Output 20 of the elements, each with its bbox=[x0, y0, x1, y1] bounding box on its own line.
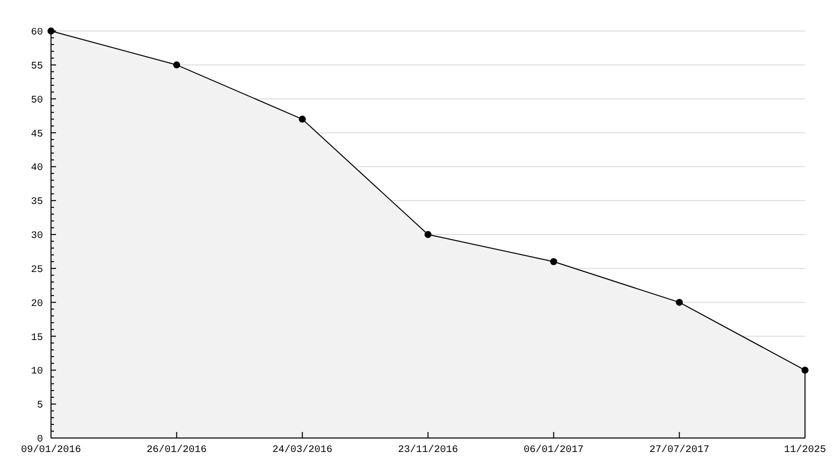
y-tick-label: 0 bbox=[36, 434, 43, 446]
x-tick-label: 09/01/2016 bbox=[20, 444, 82, 456]
y-tick-label: 10 bbox=[30, 366, 43, 378]
y-tick-label: 25 bbox=[30, 264, 43, 276]
y-tick-label: 5 bbox=[36, 400, 43, 412]
y-tick-label: 20 bbox=[30, 298, 43, 310]
x-tick-label: 23/11/2016 bbox=[398, 444, 458, 456]
y-tick-label: 50 bbox=[30, 95, 43, 106]
y-tick-label: 30 bbox=[30, 231, 43, 242]
y-tick-label: 40 bbox=[30, 163, 43, 174]
y-tick-label: 45 bbox=[30, 129, 43, 140]
x-tick-label: 24/03/2016 bbox=[272, 444, 332, 456]
x-tick-label: 27/07/2017 bbox=[649, 444, 710, 456]
y-tick-label: 60 bbox=[30, 28, 43, 38]
y-tick-label: 35 bbox=[30, 197, 43, 208]
x-tick-label: 06/01/2017 bbox=[524, 444, 584, 456]
y-tick-label: 15 bbox=[30, 332, 43, 344]
y-tick-label: 55 bbox=[30, 61, 43, 72]
x-tick-label: 26/01/2016 bbox=[146, 444, 207, 456]
x-tick-label: 11/2025 bbox=[784, 444, 826, 456]
